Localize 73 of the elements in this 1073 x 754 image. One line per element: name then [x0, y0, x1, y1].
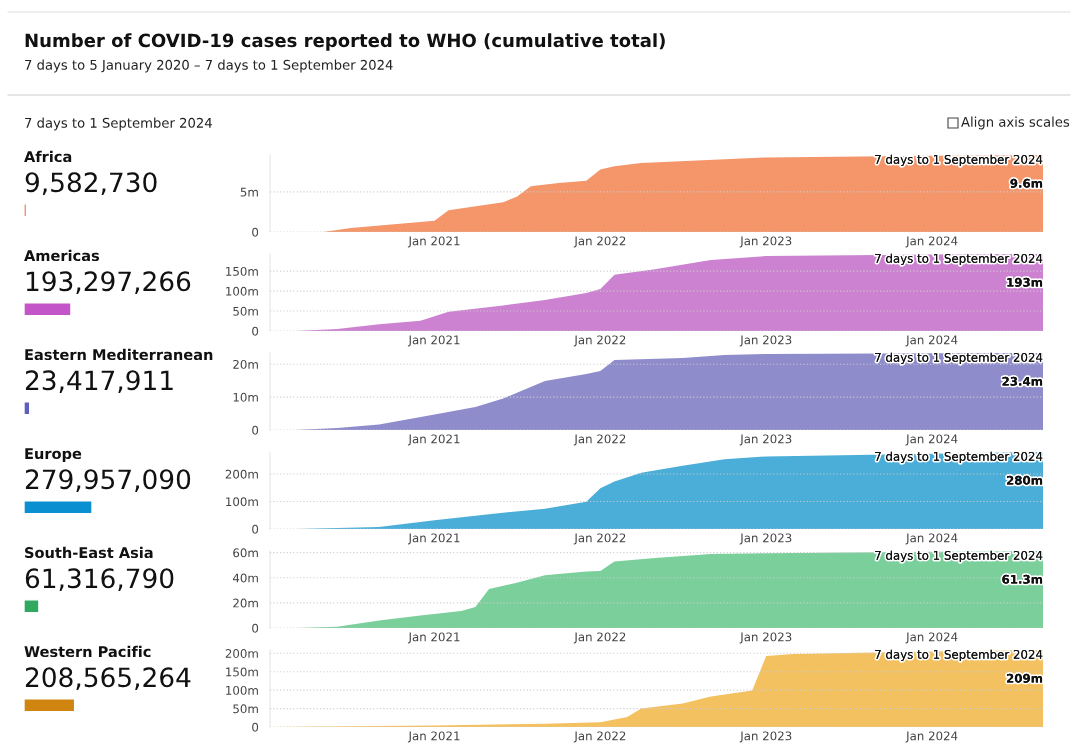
y-tick-label: 150m [226, 667, 258, 677]
y-tick-label: 50m [233, 704, 258, 714]
data-label: 23,417,911 [25, 370, 173, 393]
x-tick-label: Jan 2024 [905, 731, 958, 743]
data-label: 279,957,090 [25, 469, 191, 492]
data-label: 208,565,264 [25, 667, 191, 690]
y-tick-label: 200m [225, 649, 258, 658]
data-label: 9,582,730 [25, 172, 157, 195]
x-tick-label: Jan 2021 [407, 434, 460, 446]
y-tick-label: 20m [233, 359, 258, 369]
annotation: 9.6m [1010, 178, 1043, 188]
x-tick-label: Jan 2021 [407, 533, 460, 545]
annotation: 7 days to 1 September 2024 [875, 550, 1043, 563]
x-tick-label: Jan 2022 [573, 533, 626, 545]
x-tick-label: Jan 2021 [407, 731, 460, 743]
y-tick-label: 0 [252, 722, 259, 732]
x-tick-label: Jan 2021 [407, 632, 460, 644]
x-tick-label: Jan 2023 [739, 533, 792, 545]
y-tick-label: South-East Asia [25, 546, 153, 559]
y-tick-label: 50m [233, 306, 258, 316]
text: Number of COVID-19 cases reported to WHO (cumulative total) [25, 33, 665, 51]
annotation: 7 days to 1 September 2024 [875, 451, 1043, 464]
y-tick-label: 100m [226, 497, 258, 507]
y-tick-label: 100m [226, 685, 258, 695]
y-tick-label: Americas [24, 249, 100, 262]
y-tick-label: 10m [233, 392, 258, 402]
y-tick-label: Africa [24, 150, 72, 163]
y-tick-label: 0 [252, 326, 259, 336]
x-tick-label: Jan 2023 [739, 731, 792, 743]
y-tick-label: Eastern Mediterranean [25, 348, 213, 361]
y-tick-label: 20m [233, 598, 258, 608]
x-tick-label: Jan 2022 [573, 434, 626, 446]
y-tick-label: 0 [252, 227, 259, 237]
x-tick-label: Jan 2022 [573, 236, 626, 248]
x-tick-label: Jan 2022 [573, 335, 626, 347]
y-tick-label: 0 [252, 524, 259, 534]
x-tick-label: Jan 2023 [739, 632, 792, 644]
text: Align axis scales [961, 116, 1070, 130]
annotation: 209m [1006, 673, 1043, 683]
annotation: 7 days to 1 September 2024 [875, 352, 1043, 365]
x-tick-label: Jan 2024 [905, 236, 958, 248]
y-tick-label: 200m [225, 469, 258, 479]
x-tick-label: Jan 2024 [905, 533, 958, 545]
annotation: 7 days to 1 September 2024 [875, 253, 1043, 266]
x-tick-label: Jan 2021 [407, 335, 460, 347]
x-tick-label: Jan 2021 [407, 236, 460, 248]
annotation: 193m [1007, 277, 1043, 287]
y-tick-label: 60m [233, 548, 258, 558]
y-tick-label: 100m [226, 286, 258, 296]
x-tick-label: Jan 2024 [905, 335, 958, 347]
annotation: 7 days to 1 September 2024 [875, 154, 1043, 167]
y-tick-label: 5m [240, 187, 258, 197]
annotation: 61.3m [1002, 574, 1043, 584]
annotation: 23.4m [1002, 376, 1043, 386]
x-tick-label: Jan 2022 [573, 731, 626, 743]
x-tick-label: Jan 2023 [739, 434, 792, 446]
y-tick-label: 0 [252, 623, 259, 633]
x-tick-label: Jan 2022 [573, 632, 626, 644]
text: 7 days to 1 September 2024 [25, 117, 212, 131]
x-tick-label: Jan 2023 [739, 236, 792, 248]
data-label: 193,297,266 [26, 271, 191, 294]
annotation: 7 days to 1 September 2024 [875, 649, 1043, 662]
x-tick-label: Jan 2024 [905, 632, 958, 644]
y-tick-label: 150m [226, 266, 258, 276]
y-tick-label: Western Pacific [24, 645, 151, 658]
x-tick-label: Jan 2023 [739, 335, 792, 347]
x-tick-label: Jan 2024 [905, 434, 958, 446]
text: 7 days to 5 January 2020 – 7 days to 1 September 2024 [25, 59, 393, 73]
annotation: 280m [1006, 475, 1043, 485]
y-tick-label: Europe [25, 448, 82, 462]
y-tick-label: 40m [232, 573, 258, 583]
y-tick-label: 0 [252, 425, 259, 435]
data-label: 61,316,790 [25, 568, 174, 591]
